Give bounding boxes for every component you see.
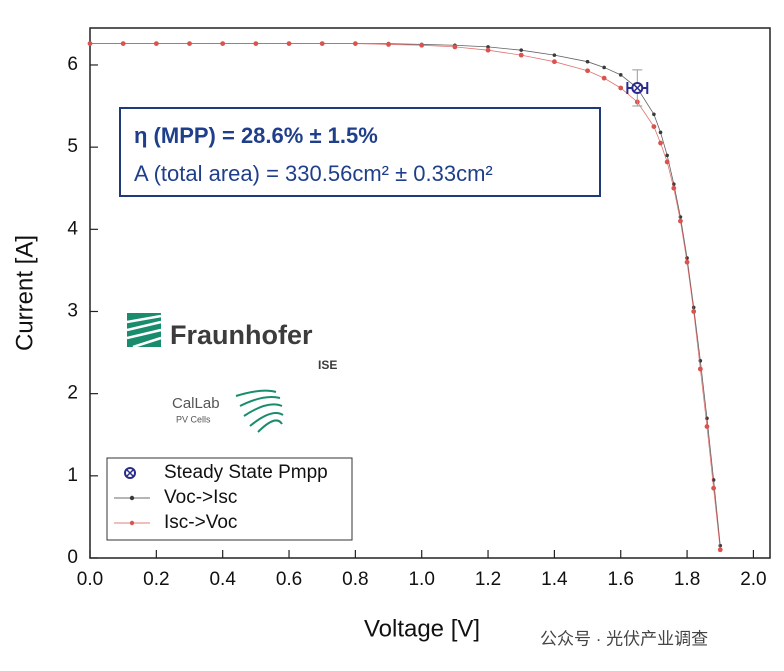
- data-point: [519, 48, 524, 52]
- data-point: [618, 73, 623, 77]
- data-point: [220, 41, 226, 47]
- data-point: [552, 53, 557, 57]
- data-point: [678, 218, 683, 224]
- data-point: [585, 59, 590, 64]
- data-point: [253, 41, 259, 47]
- legend-label: Isc->Voc: [164, 512, 237, 533]
- x-tick-label: 1.4: [541, 569, 568, 590]
- data-point: [87, 41, 93, 47]
- data-point: [717, 547, 723, 553]
- data-point: [187, 41, 192, 47]
- data-point: [153, 41, 159, 47]
- data-point: [704, 424, 710, 429]
- legend-label: Steady State Pmpp: [164, 462, 328, 483]
- data-point: [658, 140, 663, 146]
- data-point: [286, 41, 292, 47]
- data-point: [585, 68, 590, 74]
- data-point: [486, 45, 490, 49]
- data-point: [518, 52, 524, 58]
- legend-symbol: [129, 520, 135, 526]
- data-point: [319, 41, 325, 47]
- x-tick-label: 0.6: [276, 569, 302, 590]
- x-tick-label: 0.2: [143, 569, 169, 590]
- data-point: [664, 159, 670, 165]
- x-tick-label: 0.0: [77, 569, 103, 590]
- data-point: [665, 153, 669, 158]
- data-point: [485, 47, 491, 53]
- y-tick-label: 2: [67, 383, 78, 404]
- data-point: [419, 42, 425, 48]
- x-tick-label: 1.0: [408, 569, 434, 590]
- y-tick-label: 4: [67, 218, 78, 239]
- x-tick-label: 0.8: [342, 569, 368, 590]
- data-point: [602, 65, 606, 70]
- legend-symbol-cross: [125, 468, 135, 478]
- x-axis-label: Voltage [V]: [364, 615, 480, 642]
- data-point: [711, 485, 717, 491]
- annotation-box: [119, 107, 601, 197]
- x-tick-label: 0.4: [209, 569, 236, 590]
- legend-box: [106, 457, 353, 541]
- data-point: [652, 112, 656, 117]
- y-tick-label: 0: [67, 547, 78, 568]
- data-point: [452, 44, 458, 50]
- plot-frame: [89, 27, 771, 559]
- legend-symbol: [129, 495, 135, 501]
- callab-text: CalLab: [172, 395, 220, 412]
- data-point: [120, 41, 126, 47]
- annotation-area: A (total area) = 330.56cm² ± 0.33cm²: [134, 161, 493, 186]
- annotation-efficiency: η (MPP) = 28.6% ± 1.5%: [134, 123, 378, 148]
- data-point: [618, 85, 624, 91]
- legend-label: Voc->Isc: [164, 487, 237, 508]
- fraunhofer-logo: Fraunhofer ISE: [126, 313, 337, 372]
- x-tick-label: 1.6: [608, 569, 634, 590]
- x-tick-label: 2.0: [740, 569, 766, 590]
- data-point: [386, 42, 391, 47]
- data-point: [658, 130, 663, 135]
- data-point: [601, 75, 607, 81]
- y-axis-label: Current [A]: [11, 235, 38, 351]
- callab-sub-text: PV Cells: [176, 414, 211, 424]
- fraunhofer-text: Fraunhofer: [170, 320, 313, 350]
- watermark: 公众号 · 光伏产业调查: [540, 629, 708, 648]
- y-tick-label: 6: [67, 54, 78, 75]
- data-point: [697, 366, 703, 372]
- y-tick-label: 3: [67, 301, 78, 322]
- ise-text: ISE: [318, 358, 337, 372]
- x-tick-label: 1.8: [674, 569, 700, 590]
- data-point: [352, 41, 358, 47]
- x-tick-label: 1.2: [475, 569, 501, 590]
- data-point: [684, 259, 690, 265]
- series-line: [90, 43, 721, 550]
- data-point: [691, 309, 697, 314]
- y-tick-label: 5: [67, 136, 78, 157]
- y-tick-label: 1: [67, 465, 78, 486]
- data-point: [651, 124, 657, 130]
- data-point: [551, 59, 557, 65]
- pmpp-marker-cross: [633, 83, 642, 93]
- data-point: [671, 185, 677, 191]
- callab-logo: CalLab PV Cells: [172, 389, 284, 433]
